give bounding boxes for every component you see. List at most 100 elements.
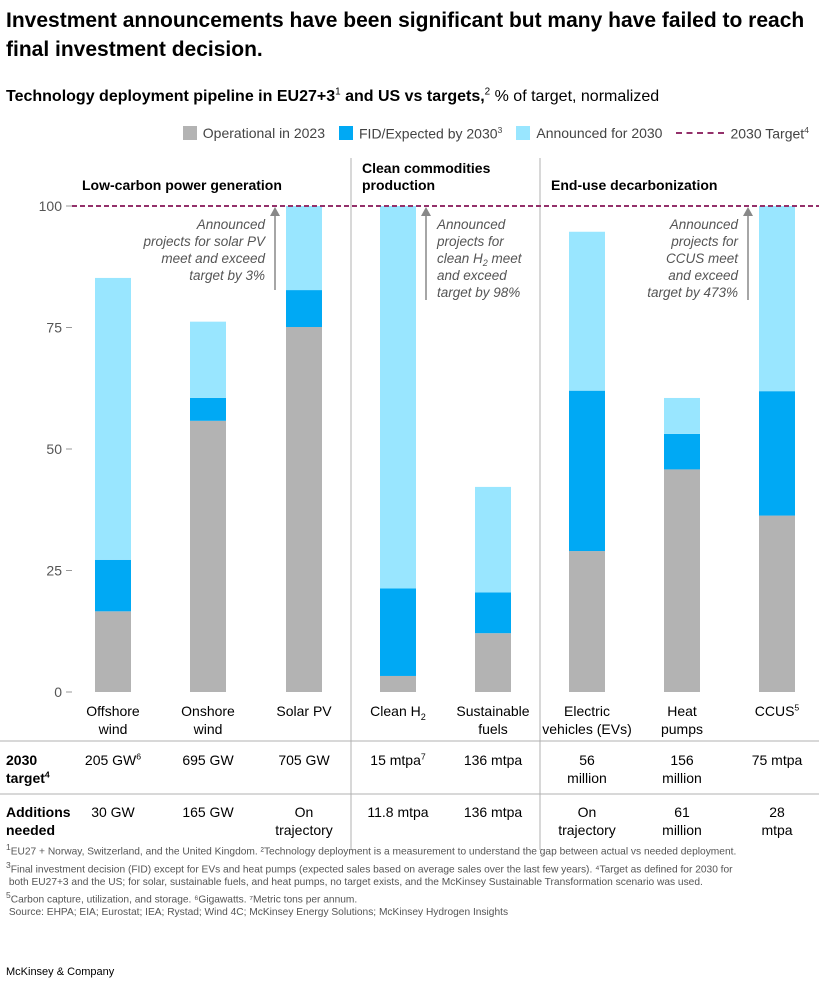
chart-title: Investment announcements have been signi… <box>6 9 805 61</box>
y-tick-label: 50 <box>46 441 62 457</box>
svg-text:meet and exceed: meet and exceed <box>161 251 265 266</box>
subtitle-unit: % of target, normalized <box>490 88 660 105</box>
x-tick-label: Solar PV <box>276 703 332 719</box>
additions-cell: 11.8 mtpa <box>367 804 429 820</box>
x-tick-label: Clean H2 <box>370 703 426 722</box>
bar-segment <box>190 420 226 692</box>
additions-cell: 28 mtpa <box>761 804 793 838</box>
footnote-line-4: 5Carbon capture, utilization, and storag… <box>6 890 358 906</box>
y-tick-label: 25 <box>46 563 62 579</box>
row-label-additions: Additions needed <box>6 804 71 838</box>
footnote-line-1: 1EU27 + Norway, Switzerland, and the Uni… <box>6 842 737 858</box>
additions-cell: On trajectory <box>558 804 616 838</box>
bars <box>95 206 795 692</box>
footnotes: 1EU27 + Norway, Switzerland, and the Uni… <box>6 841 814 920</box>
y-tick-label: 75 <box>46 320 62 336</box>
y-axis: 0 25 50 75 100 <box>39 198 72 700</box>
subtitle-bold-part-2: and US vs targets, <box>340 88 485 105</box>
subtitle-footnote-1: 1 <box>335 86 341 98</box>
x-tick-label: Offshore wind <box>86 703 140 737</box>
bar-segment <box>759 515 795 692</box>
bar-segment <box>759 206 795 392</box>
x-tick-label: Onshore wind <box>181 703 235 737</box>
bar-segment <box>190 321 226 398</box>
bar-segment <box>664 397 700 434</box>
row-label-target: 2030 target4 <box>6 752 50 786</box>
svg-text:CCUS meet: CCUS meet <box>666 251 739 266</box>
svg-text:and exceed: and exceed <box>437 268 507 283</box>
bar-segment <box>475 592 511 634</box>
svg-text:clean H2 meet: clean H2 meet <box>437 251 523 268</box>
legend-item-operational: Operational in 2023 <box>182 125 325 142</box>
brand-logo: McKinsey & Company <box>6 966 115 978</box>
additions-cell: On trajectory <box>275 804 333 838</box>
x-tick-label: Sustainable fuels <box>456 703 530 737</box>
bar-segment <box>475 633 511 692</box>
annotation-h2: Announced projects for clean H2 meet and… <box>436 217 523 300</box>
legend-swatch-operational <box>182 126 197 141</box>
target-cell: 156 million <box>662 752 702 786</box>
footnote-line-3: both EU27+3 and the US; for solar, susta… <box>8 876 703 888</box>
bar-segment <box>664 469 700 692</box>
legend-item-target: 2030 Target4 <box>676 125 809 142</box>
x-tick-label: CCUS5 <box>754 702 800 719</box>
bar-segment <box>95 559 131 612</box>
bar-segment <box>190 397 226 421</box>
legend-label-announced: Announced for 2030 <box>536 125 663 142</box>
additions-cell: 136 mtpa <box>463 804 523 820</box>
svg-text:Announced: Announced <box>436 217 506 232</box>
legend-item-fid: FID/Expected by 20303 <box>339 125 502 142</box>
svg-text:target by 3%: target by 3% <box>189 268 265 283</box>
y-tick-label: 0 <box>54 684 62 700</box>
svg-text:Announced: Announced <box>196 217 266 232</box>
bar-segment <box>569 390 605 552</box>
legend-swatch-fid <box>339 126 353 141</box>
bar-segment <box>380 588 416 676</box>
target-cell: 205 GW6 <box>84 751 142 768</box>
target-cell: 75 mtpa <box>751 752 803 768</box>
bar-segment <box>380 675 416 692</box>
group-label-commodities-line2: production <box>362 177 435 193</box>
svg-text:projects for: projects for <box>436 234 504 249</box>
svg-text:projects for solar PV: projects for solar PV <box>142 234 267 249</box>
annotation-arrow-solar <box>270 207 280 290</box>
legend-item-announced: Announced for 2030 <box>516 125 662 141</box>
legend-swatch-announced <box>516 126 531 141</box>
legend-label-fid: FID/Expected by 20303 <box>359 125 503 142</box>
group-label-commodities-line1: Clean commodities <box>362 160 491 176</box>
bar-segment <box>569 551 605 692</box>
target-cell: 15 mtpa7 <box>370 751 426 768</box>
footnote-line-2: 3Final investment decision (FID) except … <box>6 859 733 876</box>
svg-text:Announced: Announced <box>669 217 739 232</box>
x-tick-label: Electric vehicles (EVs) <box>542 703 632 737</box>
bar-segment <box>664 433 700 470</box>
annotation-arrow-h2 <box>421 207 431 300</box>
additions-cell: 165 GW <box>182 804 234 820</box>
subtitle-footnote-2: 2 <box>484 86 491 98</box>
bar-segment <box>569 231 605 391</box>
target-cell: 705 GW <box>278 752 330 768</box>
additions-cell: 61 million <box>662 804 702 838</box>
x-tick-label: Heat pumps <box>660 703 704 737</box>
bar-segment <box>286 290 322 328</box>
bar-segment <box>759 391 795 516</box>
subtitle-bold-part: Technology deployment pipeline in EU27+3 <box>6 88 336 105</box>
bar-segment <box>380 206 416 589</box>
bar-segment <box>286 327 322 692</box>
bar-segment <box>95 277 131 560</box>
y-tick-label: 100 <box>39 198 63 214</box>
legend-swatch-target <box>676 132 725 135</box>
chart-subtitle: Technology deployment pipeline in EU27+3… <box>6 86 660 106</box>
target-cell: 136 mtpa <box>463 752 523 768</box>
legend-label-operational: Operational in 2023 <box>202 125 325 142</box>
legend-label-target: 2030 Target4 <box>730 125 809 142</box>
group-label-power: Low-carbon power generation <box>82 177 282 193</box>
bar-segment <box>95 611 131 692</box>
footnote-line-5: Source: EHPA; EIA; Eurostat; IEA; Rystad… <box>8 907 509 919</box>
bar-segment <box>286 206 322 291</box>
svg-text:projects for: projects for <box>670 234 738 249</box>
annotation-solar: Announced projects for solar PV meet and… <box>142 217 267 283</box>
legend: Operational in 2023 FID/Expected by 2030… <box>182 125 809 142</box>
svg-text:target by 473%: target by 473% <box>647 285 738 300</box>
